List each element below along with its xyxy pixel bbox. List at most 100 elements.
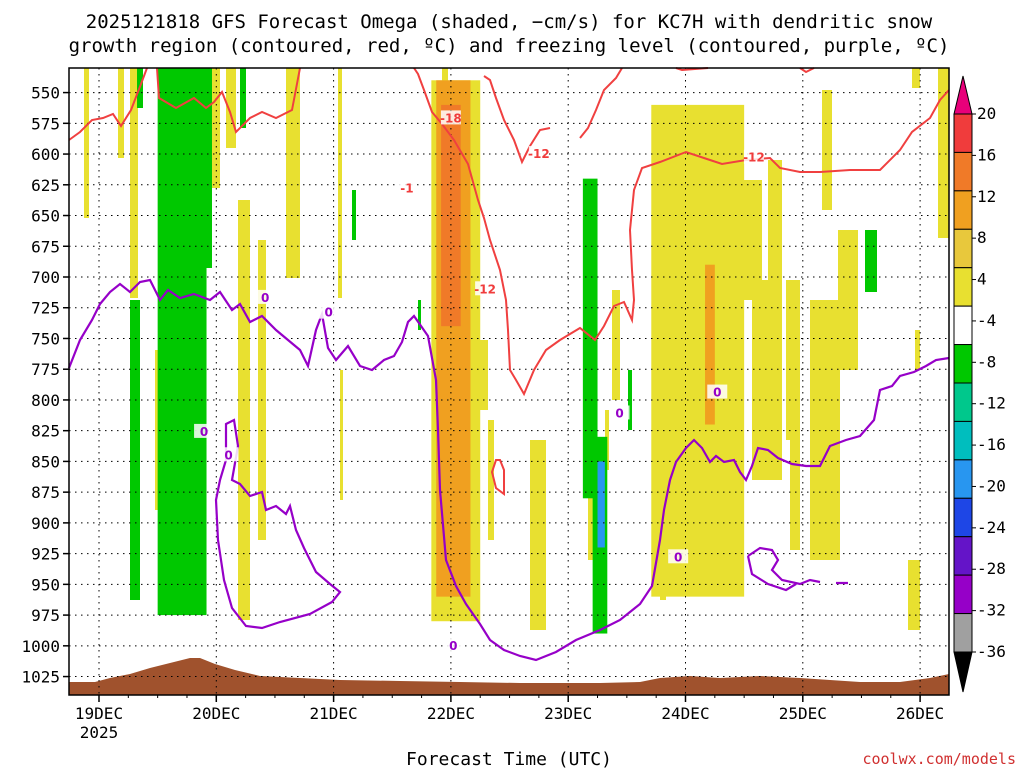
chart-title-line1: 2025121818 GFS Forecast Omega (shaded, −… (86, 11, 933, 33)
red-contours (68, 67, 950, 496)
shaded-region-6 (441, 104, 461, 327)
colorbar-box-3 (953, 228, 973, 269)
colorbar-box-4 (953, 267, 973, 307)
shaded-region-9 (597, 461, 605, 548)
y-tick-label-16: 950 (31, 575, 60, 594)
contour-label-bg-9 (443, 637, 464, 652)
y-tick-label-10: 800 (31, 391, 60, 410)
y-tick-label-9: 775 (31, 360, 60, 379)
shaded-region-10 (651, 104, 745, 597)
contour-label-10: 0 (615, 406, 623, 420)
contour-label-bg-11 (707, 384, 728, 399)
x-tick-label-0: 19DEC (75, 704, 123, 723)
colorbar-label-0: 20 (977, 104, 996, 123)
contour-label-0: -18 (440, 111, 462, 125)
y-tick-label-13: 875 (31, 483, 60, 502)
y-tick-label-19: 1025 (21, 668, 60, 687)
contour-label-3: -12 (474, 282, 496, 296)
contour-label-7: 0 (200, 425, 208, 439)
contour-label-8: 0 (224, 448, 232, 462)
x-axis: 19DEC 20DEC 21DEC 22DEC 23DEC 24DEC 25DEC 26DEC (75, 695, 944, 723)
contour-label-bg-3 (475, 281, 496, 296)
x-tick-label-6: 25DEC (779, 704, 827, 723)
x-axis-year: 2025 (80, 723, 119, 742)
colorbar: 20 16 12 8 4 -4 -8 -12 -16 -20 -24 -28 -32 -36 (953, 75, 1006, 693)
x-axis-label: Forecast Time (UTC) (406, 749, 612, 768)
colorbar-label-11: -28 (977, 559, 1006, 578)
contour-label-12: 0 (674, 550, 682, 564)
colorbar-label-1: 16 (977, 145, 996, 164)
y-tick-label-11: 825 (31, 422, 60, 441)
contour-labels: -18 -12 -12 -12 -1 0 0 0 0 0 0 0 0 (194, 110, 765, 653)
colorbar-label-8: -16 (977, 435, 1006, 454)
credit-text: coolwx.com/models (862, 750, 1016, 768)
contour-label-bg-8 (218, 447, 239, 462)
contour-label-bg-10 (609, 405, 630, 420)
y-tick-label-5: 675 (31, 237, 60, 256)
colorbar-label-7: -12 (977, 394, 1006, 413)
colorbar-label-12: -32 (977, 601, 1006, 620)
colorbar-box-0 (953, 113, 973, 153)
colorbar-bottom-arrow (953, 651, 973, 693)
colorbar-label-9: -20 (977, 476, 1006, 495)
contour-label-bg-4 (396, 180, 417, 195)
plot-area: -18 -12 -12 -12 -1 0 0 0 0 0 0 0 0 (67, 67, 950, 695)
colorbar-box-7 (953, 382, 973, 422)
y-tick-label-15: 925 (31, 545, 60, 564)
x-tick-label-4: 23DEC (544, 704, 592, 723)
shaded-region-3 (157, 68, 207, 616)
colorbar-box-11 (953, 536, 973, 576)
contour-label-9: 0 (449, 639, 457, 653)
chart-title-line2: growth region (contoured, red, ºC) and f… (69, 35, 950, 57)
contour-label-bg-0 (440, 110, 461, 125)
contour-label-1: -12 (528, 147, 550, 161)
contour-label-2: -12 (743, 151, 765, 165)
colorbar-label-2: 12 (977, 187, 996, 206)
y-axis: 550 575 600 625 650 675 700 725 750 775 800 825 850 8… (21, 84, 69, 687)
colorbar-box-9 (953, 459, 973, 499)
y-tick-label-3: 625 (31, 176, 60, 195)
colorbar-label-10: -24 (977, 518, 1006, 537)
contour-label-bg-5 (255, 289, 276, 304)
colorbar-box-13 (953, 613, 973, 653)
y-tick-label-12: 850 (31, 452, 60, 471)
colorbar-box-5 (953, 305, 973, 346)
x-tick-label-5: 24DEC (661, 704, 709, 723)
y-tick-label-0: 550 (31, 84, 60, 103)
contour-label-6: 0 (325, 306, 333, 320)
x-tick-label-2: 21DEC (310, 704, 358, 723)
colorbar-box-6 (953, 344, 973, 384)
contour-label-11: 0 (713, 386, 721, 400)
y-tick-label-2: 600 (31, 145, 60, 164)
y-tick-label-7: 725 (31, 299, 60, 318)
x-tick-label-3: 22DEC (427, 704, 475, 723)
colorbar-label-5: -4 (977, 311, 996, 330)
contour-label-bg-7 (194, 423, 215, 438)
contour-label-bg-12 (668, 549, 689, 564)
y-tick-label-8: 750 (31, 329, 60, 348)
colorbar-box-1 (953, 151, 973, 192)
contour-label-bg-1 (528, 146, 549, 161)
colorbar-box-12 (953, 574, 973, 615)
colorbar-box-10 (953, 497, 973, 538)
x-tick-label-7: 26DEC (896, 704, 944, 723)
contour-label-bg-6 (318, 304, 339, 319)
y-tick-label-6: 700 (31, 268, 60, 287)
y-tick-label-18: 1000 (21, 637, 60, 656)
colorbar-label-6: -8 (977, 352, 996, 371)
terrain (69, 658, 949, 695)
colorbar-label-13: -36 (977, 642, 1006, 661)
colorbar-label-3: 8 (977, 228, 987, 247)
purple-contours (67, 278, 950, 662)
shaded-region-11 (705, 264, 715, 425)
contour-label-4: -1 (400, 181, 413, 195)
colorbar-label-4: 4 (977, 270, 987, 289)
contour-label-5: 0 (261, 291, 269, 305)
y-tick-label-1: 575 (31, 114, 60, 133)
x-tick-label-1: 20DEC (192, 704, 240, 723)
colorbar-box-2 (953, 190, 973, 230)
y-tick-label-17: 975 (31, 606, 60, 625)
y-tick-label-14: 900 (31, 514, 60, 533)
y-tick-label-4: 650 (31, 207, 60, 226)
